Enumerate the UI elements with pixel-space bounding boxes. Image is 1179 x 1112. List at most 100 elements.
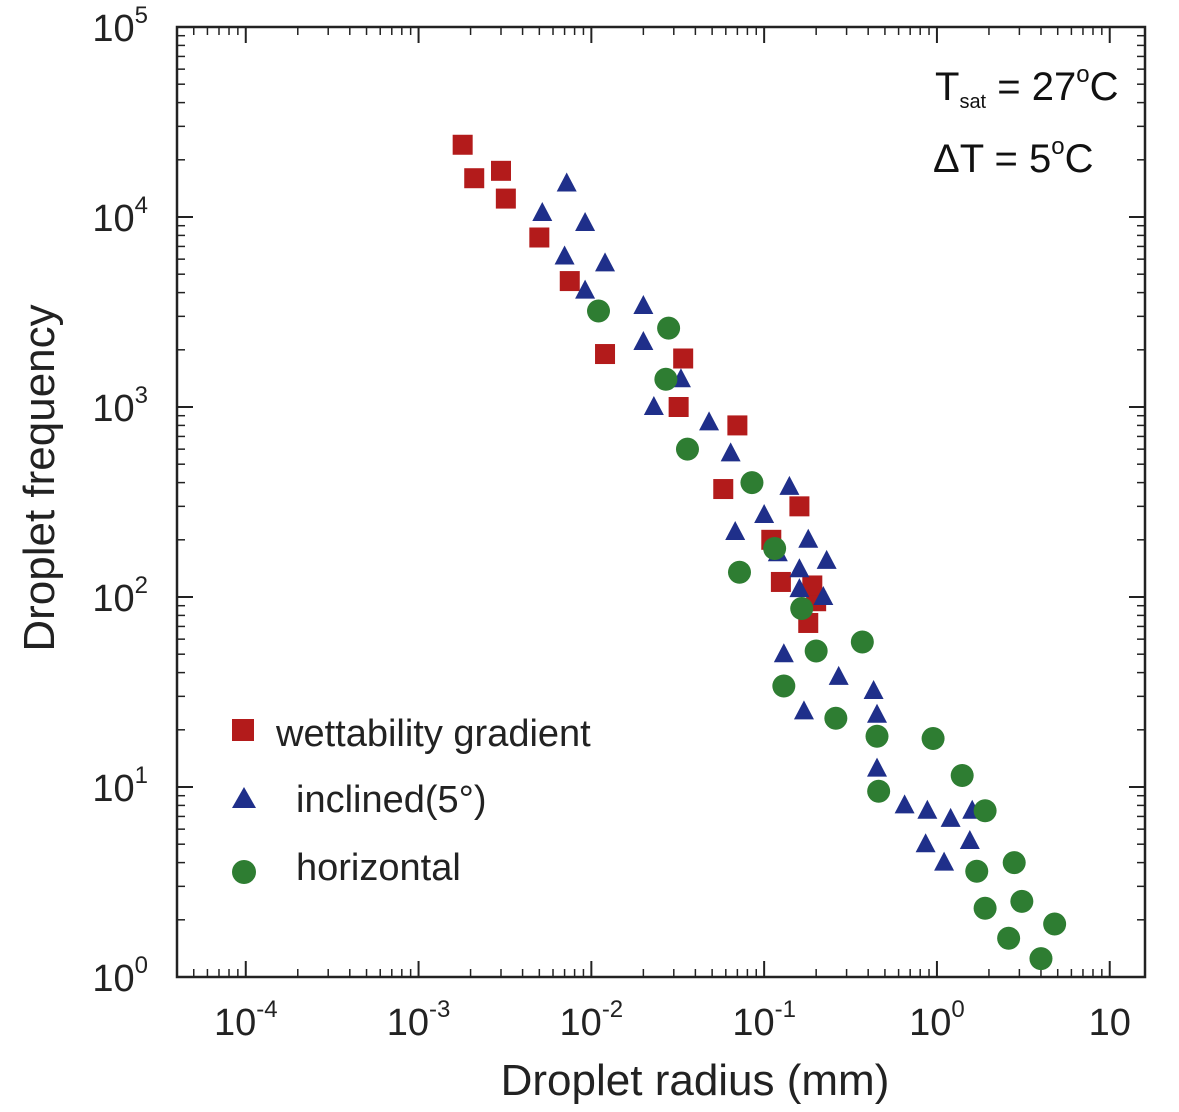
data-point-inclined-5	[556, 172, 577, 192]
y-tick-label-exponent: 5	[135, 2, 148, 29]
y-tick-label-base: 10	[92, 578, 134, 620]
data-point-horizontal	[657, 316, 681, 340]
data-point-horizontal	[921, 726, 945, 750]
y-tick-label: 104	[92, 192, 148, 240]
x-tick-label: 10	[1089, 1002, 1131, 1044]
data-point-inclined-5	[554, 245, 575, 265]
tsat-symbol: T	[935, 65, 959, 109]
y-tick-label-base: 10	[92, 198, 134, 240]
data-point-inclined-5	[798, 528, 819, 548]
data-point-wettability-gradient	[490, 160, 511, 181]
annotation-delta-t: ΔT = 5oC	[933, 133, 1094, 181]
x-tick-label-exponent: -4	[256, 996, 277, 1023]
data-point-horizontal	[740, 471, 764, 495]
y-tick-label-exponent: 3	[135, 382, 148, 409]
data-point-horizontal	[850, 630, 874, 654]
data-point-inclined-5	[915, 833, 936, 853]
svg-text:Tsat = 27oC: Tsat = 27oC	[935, 61, 1118, 113]
data-point-inclined-5	[532, 201, 553, 221]
y-tick-label-exponent: 1	[135, 762, 148, 789]
data-point-wettability-gradient	[559, 271, 580, 292]
data-point-wettability-gradient	[713, 479, 734, 500]
legend-marker-square	[232, 719, 254, 741]
x-tick-label: 10-4	[214, 996, 278, 1044]
tick-marks	[176, 26, 1145, 978]
data-point-horizontal	[973, 799, 997, 823]
data-point-horizontal	[997, 926, 1021, 950]
tsat-subscript: sat	[959, 91, 986, 113]
annotation-tsat: Tsat = 27oC	[935, 61, 1118, 113]
data-point-inclined-5	[575, 279, 596, 299]
data-point-horizontal	[654, 367, 678, 391]
tsat-degree: o	[1076, 61, 1089, 88]
x-tick-label-exponent: -2	[602, 996, 623, 1023]
data-point-wettability-gradient	[802, 575, 823, 596]
data-point-inclined-5	[720, 442, 741, 462]
data-point-horizontal	[772, 674, 796, 698]
data-point-wettability-gradient	[789, 496, 810, 517]
legend-label-horizontal: horizontal	[296, 847, 461, 889]
data-point-wettability-gradient	[529, 227, 550, 248]
data-point-wettability-gradient	[673, 348, 694, 369]
data-point-inclined-5	[779, 475, 800, 495]
delta-t-value: = 5	[983, 137, 1051, 181]
x-tick-label-exponent: 0	[951, 996, 964, 1023]
data-point-horizontal	[1043, 912, 1067, 936]
y-tick-label: 101	[92, 762, 148, 810]
y-tick-label-base: 10	[92, 388, 134, 430]
axes	[175, 25, 1147, 979]
data-point-inclined-5	[643, 396, 664, 415]
data-point-inclined-5	[575, 211, 596, 231]
x-tick-label: 10-2	[560, 996, 624, 1044]
legend-label-wettability-gradient: wettability gradient	[275, 713, 591, 755]
legend-marker-circle	[232, 860, 256, 884]
data-point-wettability-gradient	[668, 397, 689, 417]
x-tick-label-base: 10	[387, 1002, 429, 1044]
data-point-inclined-5	[789, 578, 810, 598]
data-point-inclined-5	[773, 643, 794, 663]
x-tick-label-base: 10	[214, 1002, 256, 1044]
x-tick-label-exponent: -1	[775, 996, 796, 1023]
y-tick-label-exponent: 2	[135, 572, 148, 599]
y-tick-label: 105	[92, 2, 148, 50]
delta-t-degree: o	[1051, 133, 1064, 160]
x-tick-label-base: 10	[1089, 1002, 1131, 1044]
tsat-value: = 27	[986, 65, 1076, 109]
delta-t-unit: C	[1065, 137, 1094, 181]
data-point-wettability-gradient	[464, 168, 485, 189]
data-point-inclined-5	[828, 665, 849, 685]
data-point-horizontal	[973, 896, 997, 920]
svg-text:ΔT = 5oC: ΔT = 5oC	[933, 133, 1094, 181]
tsat-unit: C	[1090, 65, 1119, 109]
data-points	[452, 134, 1067, 971]
data-point-inclined-5	[789, 558, 810, 578]
plot-frame	[175, 25, 1147, 979]
y-tick-label-exponent: 0	[135, 952, 148, 979]
y-tick-label: 100	[92, 952, 148, 1000]
data-point-horizontal	[804, 639, 828, 663]
x-tick-label-base: 10	[732, 1002, 774, 1044]
data-point-wettability-gradient	[727, 415, 748, 436]
x-tick-label: 100	[909, 996, 965, 1044]
x-tick-label-base: 10	[560, 1002, 602, 1044]
y-tick-label-base: 10	[92, 958, 134, 1000]
data-point-wettability-gradient	[452, 134, 473, 155]
delta-t-symbol: ΔT	[933, 137, 984, 181]
data-point-inclined-5	[633, 295, 654, 315]
data-point-wettability-gradient	[595, 344, 616, 365]
x-axis-title: Droplet radius (mm)	[501, 1056, 890, 1105]
data-point-inclined-5	[793, 700, 814, 720]
y-tick-label-exponent: 4	[135, 192, 148, 219]
data-point-horizontal	[865, 724, 889, 748]
y-tick-label-base: 10	[92, 8, 134, 50]
y-tick-label: 103	[92, 382, 148, 430]
x-tick-label: 10-1	[732, 996, 796, 1044]
data-point-inclined-5	[725, 520, 746, 540]
data-point-wettability-gradient	[495, 188, 516, 209]
y-axis-title: Droplet frequency	[15, 304, 64, 651]
data-point-wettability-gradient	[770, 571, 791, 592]
x-tick-label-exponent: -3	[429, 996, 450, 1023]
data-point-inclined-5	[894, 794, 915, 814]
